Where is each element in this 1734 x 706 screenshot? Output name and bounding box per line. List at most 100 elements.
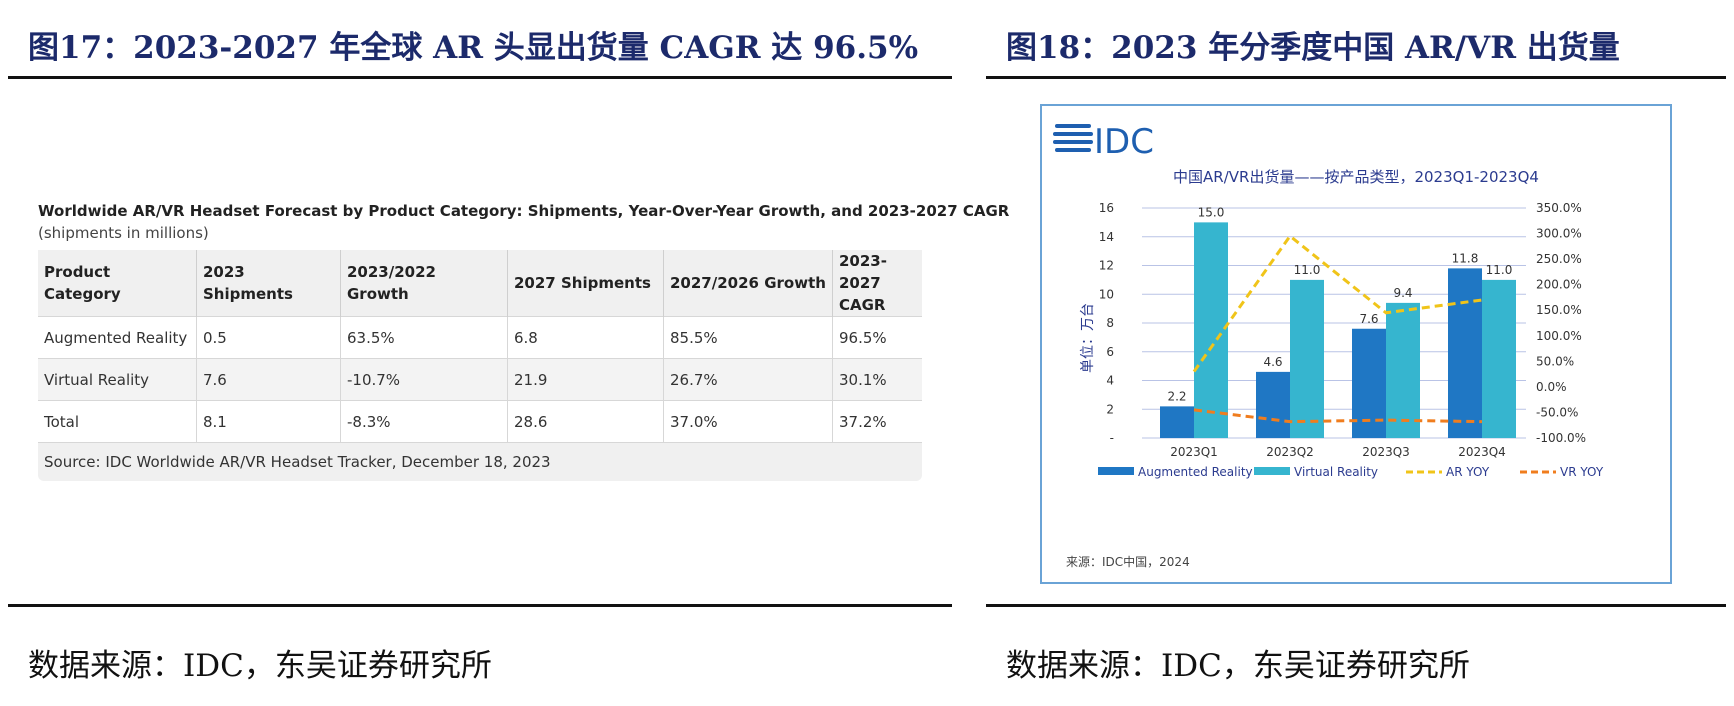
right-bottom-rule xyxy=(986,604,1726,607)
y-tick-label: 16 xyxy=(1099,201,1114,215)
chart-source: 来源：IDC中国，2024 xyxy=(1066,554,1190,569)
legend-label: VR YOY xyxy=(1560,465,1604,479)
table-subcaption: (shipments in millions) xyxy=(38,224,209,242)
table-cell: Augmented Reality xyxy=(38,316,197,359)
y-tick-label: 4 xyxy=(1106,374,1114,388)
data-label: 15.0 xyxy=(1198,205,1225,219)
table-cell: Total xyxy=(38,400,197,442)
table-cell: 96.5% xyxy=(832,316,922,359)
table-cell: -8.3% xyxy=(340,400,508,442)
table-caption: Worldwide AR/VR Headset Forecast by Prod… xyxy=(38,202,1010,220)
line-ar-yoy xyxy=(1192,233,1483,373)
bar-augmented-reality xyxy=(1256,371,1290,438)
data-label: 11.0 xyxy=(1294,263,1321,277)
legend-label: Augmented Reality xyxy=(1138,465,1253,479)
x-tick-label: 2023Q1 xyxy=(1170,445,1218,459)
y-tick-label: 12 xyxy=(1099,259,1114,273)
x-axis-ticks: 2023Q1 2023Q2 2023Q3 2023Q4 xyxy=(1170,445,1506,459)
table-cell: 37.2% xyxy=(832,400,922,442)
table-cell: 30.1% xyxy=(832,358,922,401)
header-2023-shipments: 2023 Shipments xyxy=(196,250,341,317)
right-title-rule xyxy=(986,76,1726,79)
forecast-table: Product Category 2023 Shipments 2023/202… xyxy=(38,250,922,442)
y2-tick-label: 0.0% xyxy=(1536,380,1567,394)
y2-tick-label: 200.0% xyxy=(1536,278,1582,292)
table-cell: -10.7% xyxy=(340,358,508,401)
y-tick-label: 6 xyxy=(1106,345,1114,359)
x-tick-label: 2023Q3 xyxy=(1362,445,1410,459)
table-cell: Virtual Reality xyxy=(38,358,197,401)
bar-virtual-reality xyxy=(1386,302,1420,438)
y-axis-label: 单位：万台 xyxy=(1080,303,1096,373)
table-row: Total 8.1 -8.3% 28.6 37.0% 37.2% xyxy=(38,400,922,442)
y-tick-label: 14 xyxy=(1099,230,1114,244)
chart-lines xyxy=(1192,233,1483,424)
table-cell: 85.5% xyxy=(663,316,833,359)
idc-logo-text: IDC xyxy=(1094,122,1154,162)
right-source-note: 数据来源：IDC，东吴证券研究所 xyxy=(1006,648,1470,684)
left-source-note: 数据来源：IDC，东吴证券研究所 xyxy=(28,648,492,684)
left-figure-title: 图17：2023-2027 年全球 AR 头显出货量 CAGR 达 96.5% xyxy=(28,30,919,66)
y2-tick-label: 250.0% xyxy=(1536,252,1582,266)
y-tick-label: - xyxy=(1110,431,1114,445)
x-tick-label: 2023Q2 xyxy=(1266,445,1314,459)
chart-bars: 2.2 15.0 4.6 11.0 7.6 9.4 11.8 11.0 xyxy=(1160,205,1516,438)
data-label: 2.2 xyxy=(1167,389,1186,403)
left-title-rule xyxy=(8,76,952,79)
bar-augmented-reality xyxy=(1160,406,1194,438)
y2-tick-label: 300.0% xyxy=(1536,227,1582,241)
line-vr-yoy xyxy=(1193,408,1483,424)
header-product-category: Product Category xyxy=(38,250,197,317)
y2-tick-label: 50.0% xyxy=(1536,354,1574,368)
table-cell: 7.6 xyxy=(196,358,341,401)
y2-tick-label: 100.0% xyxy=(1536,329,1582,343)
y-tick-label: 10 xyxy=(1099,287,1114,301)
y2-axis-ticks: -100.0% -50.0% 0.0% 50.0% 100.0% 150.0% 200.0%… xyxy=(1536,201,1586,445)
header-cagr: 2023-2027 CAGR xyxy=(832,250,922,317)
y2-tick-label: -100.0% xyxy=(1536,431,1586,445)
y2-tick-label: -50.0% xyxy=(1536,405,1578,419)
header-2027-2026-growth: 2027/2026 Growth xyxy=(663,250,833,317)
table-cell: 8.1 xyxy=(196,400,341,442)
table-cell: 28.6 xyxy=(507,400,664,442)
y2-tick-label: 150.0% xyxy=(1536,303,1582,317)
legend-label: Virtual Reality xyxy=(1294,465,1378,479)
chart-title: 中国AR/VR出货量——按产品类型，2023Q1-2023Q4 xyxy=(1173,168,1539,186)
x-tick-label: 2023Q4 xyxy=(1458,445,1506,459)
table-cell: 26.7% xyxy=(663,358,833,401)
legend-label: AR YOY xyxy=(1446,465,1490,479)
y2-tick-label: 350.0% xyxy=(1536,201,1582,215)
forecast-table-block: Worldwide AR/VR Headset Forecast by Prod… xyxy=(38,202,1010,481)
legend-swatch xyxy=(1254,467,1290,475)
table-source: Source: IDC Worldwide AR/VR Headset Trac… xyxy=(38,442,922,481)
idc-logo: IDC xyxy=(1053,122,1154,162)
chart-frame: IDC 中国AR/VR出货量——按产品类型，2023Q1-2023Q4 单位：万… xyxy=(1040,104,1672,584)
y-tick-label: 8 xyxy=(1106,316,1114,330)
left-bottom-rule xyxy=(8,604,952,607)
y-axis-ticks: - 2 4 6 8 10 12 14 16 xyxy=(1099,201,1114,445)
bar-virtual-reality xyxy=(1290,279,1324,438)
header-2027-shipments: 2027 Shipments xyxy=(507,250,664,317)
chart-legend: Augmented Reality Virtual Reality AR YOY VR… xyxy=(1098,465,1604,479)
table-cell: 37.0% xyxy=(663,400,833,442)
y-tick-label: 2 xyxy=(1106,402,1114,416)
table-cell: 0.5 xyxy=(196,316,341,359)
table-header-row: Product Category 2023 Shipments 2023/202… xyxy=(38,250,922,317)
data-label: 11.8 xyxy=(1452,251,1479,265)
right-figure-title: 图18：2023 年分季度中国 AR/VR 出货量 xyxy=(1006,30,1620,66)
table-row: Augmented Reality 0.5 63.5% 6.8 85.5% 96… xyxy=(38,316,922,359)
legend-swatch xyxy=(1098,467,1134,475)
chart-svg: IDC 中国AR/VR出货量——按产品类型，2023Q1-2023Q4 单位：万… xyxy=(1053,122,1604,569)
table-cell: 6.8 xyxy=(507,316,664,359)
data-label: 9.4 xyxy=(1393,286,1412,300)
table-row: Virtual Reality 7.6 -10.7% 21.9 26.7% 30… xyxy=(38,358,922,401)
bar-virtual-reality xyxy=(1194,222,1228,438)
bar-augmented-reality xyxy=(1448,268,1482,438)
header-2023-2022-growth: 2023/2022 Growth xyxy=(340,250,508,317)
data-label: 4.6 xyxy=(1263,355,1282,369)
data-label: 11.0 xyxy=(1486,263,1513,277)
table-cell: 63.5% xyxy=(340,316,508,359)
table-cell: 21.9 xyxy=(507,358,664,401)
data-label: 7.6 xyxy=(1359,312,1378,326)
bar-virtual-reality xyxy=(1482,279,1516,438)
